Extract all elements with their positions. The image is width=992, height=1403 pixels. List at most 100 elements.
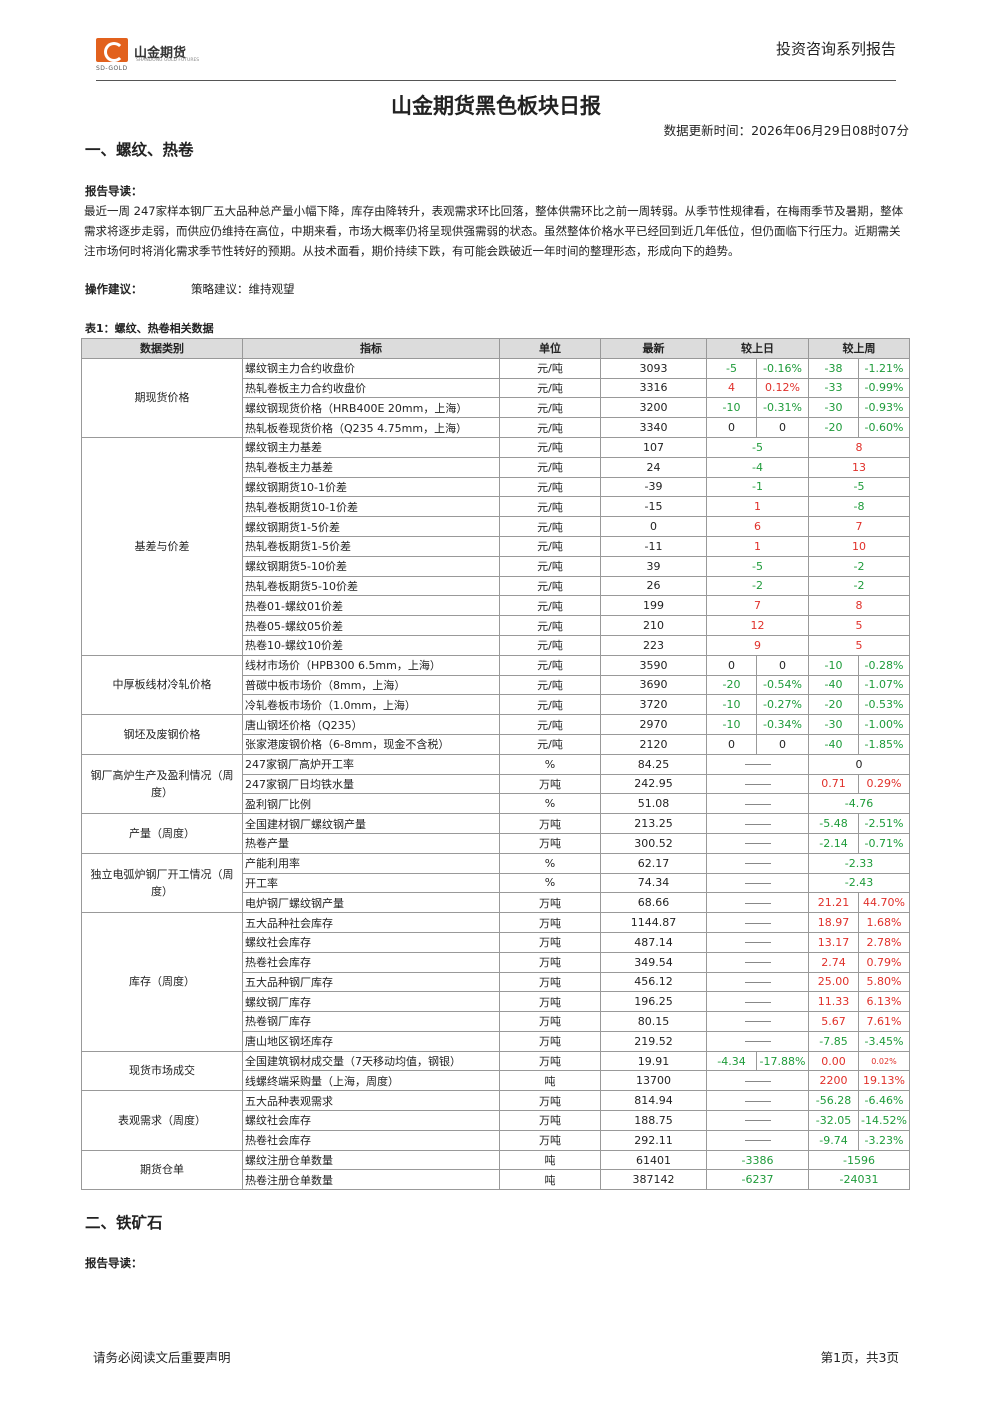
latest-cell: 1144.87 <box>600 912 707 933</box>
day-change-pct: 0 <box>756 654 809 676</box>
week-change-abs: -40 <box>808 674 859 696</box>
unit-cell: 元/吨 <box>499 595 601 617</box>
week-change-abs: -33 <box>808 377 859 399</box>
week-change: -4.76 <box>808 793 910 815</box>
latest-cell: 242.95 <box>600 773 707 795</box>
indicator-cell: 热卷注册仓单数量 <box>242 1169 500 1191</box>
unit-cell: 万吨 <box>499 892 601 914</box>
table-header-row: 数据类别 指标 单位 最新 较上日 较上周 <box>81 338 910 359</box>
week-change-pct: -0.99% <box>858 377 910 399</box>
week-change-abs: -5.48 <box>808 813 859 834</box>
latest-cell: 210 <box>600 615 707 636</box>
unit-cell: 元/吨 <box>499 377 601 399</box>
logo-en-sub: SHANDONG GOLD FUTURES <box>136 58 200 63</box>
dash-placeholder <box>744 1140 771 1142</box>
week-change-abs: -2.14 <box>808 832 859 854</box>
table-row: 钢坯及废钢价格 唐山钢坯价格（Q235） 元/吨 2970 -10 -0.34% -30 -1… <box>81 714 910 755</box>
indicator-cell: 五大品种钢厂库存 <box>242 971 500 993</box>
indicator-cell: 热卷钢厂库存 <box>242 1011 500 1032</box>
unit-cell: 元/吨 <box>499 615 601 636</box>
unit-cell: 元/吨 <box>499 634 601 656</box>
indicator-cell: 热轧卷板主力合约收盘价 <box>242 377 500 399</box>
day-change-pct: -17.88% <box>756 1050 809 1072</box>
day-change-pct: -0.27% <box>756 694 809 716</box>
week-change-abs: -20 <box>808 417 859 438</box>
unit-cell: 元/吨 <box>499 496 601 518</box>
indicator-cell: 螺纹钢主力合约收盘价 <box>242 357 500 379</box>
week-change-abs: 18.97 <box>808 912 859 933</box>
dash-placeholder <box>744 1021 771 1023</box>
week-change-abs: -38 <box>808 357 859 379</box>
day-change-pct: -0.34% <box>756 714 809 735</box>
unit-cell: 元/吨 <box>499 674 601 696</box>
day-change-dash <box>706 951 809 973</box>
indicator-cell: 热轧卷板期货5-10价差 <box>242 575 500 597</box>
indicator-cell: 螺纹钢期货5-10价差 <box>242 555 500 577</box>
section-heading-2: 二、铁矿石 <box>85 1214 163 1232</box>
day-change-abs: -5 <box>706 357 757 379</box>
week-change-pct: -14.52% <box>858 1110 910 1131</box>
indicator-cell: 螺纹钢厂库存 <box>242 991 500 1013</box>
col-indicator: 指标 <box>242 338 500 359</box>
week-change: 5 <box>808 615 910 636</box>
day-change-dash <box>706 852 809 874</box>
unit-cell: 元/吨 <box>499 694 601 716</box>
update-time: 数据更新时间：2026年06月29日08时07分 <box>663 123 909 138</box>
day-change-dash <box>706 892 809 914</box>
week-change-pct: -1.21% <box>858 357 910 379</box>
day-change-pct: 0 <box>756 733 809 755</box>
latest-cell: 24 <box>600 456 707 478</box>
indicator-cell: 冷轧卷板市场价（1.0mm，上海） <box>242 694 500 716</box>
day-change: -1 <box>706 476 809 498</box>
indicator-cell: 张家港废钢价格（6-8mm，现金不含税） <box>242 733 500 755</box>
week-change: 0 <box>808 753 910 775</box>
latest-cell: 196.25 <box>600 991 707 1013</box>
col-vs-prev-day: 较上日 <box>706 338 809 359</box>
week-change-abs: 0.00 <box>808 1050 859 1072</box>
latest-cell: 3690 <box>600 674 707 696</box>
unit-cell: 元/吨 <box>499 456 601 478</box>
week-change-pct: 6.13% <box>858 991 910 1013</box>
day-change-dash <box>706 1090 809 1112</box>
table-row: 张家港废钢价格（6-8mm，现金不含税） 元/吨 2120 0 0 -40 -1.85% <box>82 733 910 755</box>
day-change: -5 <box>706 436 809 458</box>
week-change: -2.33 <box>808 852 910 874</box>
week-change-abs: 0.71 <box>808 773 859 795</box>
dash-placeholder <box>744 803 771 805</box>
week-change-pct: 2.78% <box>858 931 910 953</box>
latest-cell: 2970 <box>600 714 707 735</box>
col-vs-prev-week: 较上周 <box>808 338 910 359</box>
indicator-cell: 热轧卷板主力基差 <box>242 456 500 478</box>
week-change-abs: 11.33 <box>808 991 859 1013</box>
day-change: 1 <box>706 535 809 557</box>
latest-cell: 19.91 <box>600 1050 707 1072</box>
category-cell: 期货仓单 <box>81 1149 243 1191</box>
latest-cell: 3093 <box>600 357 707 379</box>
day-change-dash <box>706 931 809 953</box>
unit-cell: 元/吨 <box>499 417 601 438</box>
week-change-abs: -20 <box>808 694 859 716</box>
unit-cell: % <box>499 852 601 874</box>
table-row: 热卷社会库存 万吨 349.54 2.74 0.79% <box>82 951 910 973</box>
indicator-cell: 电炉钢厂螺纹钢产量 <box>242 892 500 914</box>
unit-cell: 万吨 <box>499 951 601 973</box>
dash-placeholder <box>744 882 771 884</box>
table-row: 五大品种钢厂库存 万吨 456.12 25.00 5.80% <box>82 971 910 993</box>
table-row: 产量（周度） 全国建材钢厂螺纹钢产量 万吨 213.25 -5.48 -2.51% <box>81 813 910 854</box>
indicator-cell: 螺纹社会库存 <box>242 1110 500 1131</box>
week-change-pct: 1.68% <box>858 912 910 933</box>
indicator-cell: 热卷05-螺纹05价差 <box>242 615 500 636</box>
unit-cell: 万吨 <box>499 773 601 795</box>
unit-cell: 元/吨 <box>499 714 601 735</box>
indicator-cell: 开工率 <box>242 872 500 894</box>
latest-cell: 456.12 <box>600 971 707 993</box>
category-cell: 独立电弧炉钢厂开工情况（周度） <box>81 852 243 914</box>
week-change-abs: -32.05 <box>808 1110 859 1131</box>
day-change-pct: 0 <box>756 417 809 438</box>
table-row: 库存（周度） 五大品种社会库存 万吨 1144.87 18.97 1.68% <box>81 912 910 1052</box>
day-change-dash <box>706 1129 809 1151</box>
table-row: 热卷05-螺纹05价差 元/吨 210 12 5 <box>82 615 910 636</box>
week-change-abs: 5.67 <box>808 1011 859 1032</box>
table-row: 盈利钢厂比例% 51.08 -4.76 <box>82 793 910 815</box>
indicator-cell: 热轧卷板期货1-5价差 <box>242 535 500 557</box>
